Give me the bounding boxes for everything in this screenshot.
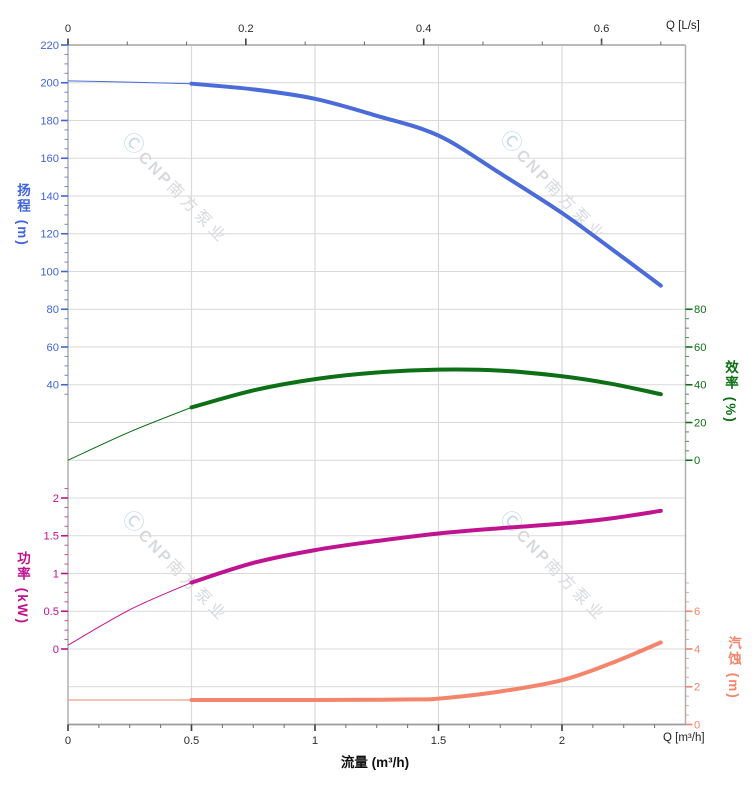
bottom-axis-tick-label: 2	[559, 735, 565, 747]
top-axis-tick-label: 0.4	[416, 23, 432, 35]
power-axis-tick-label: 1.5	[43, 531, 59, 543]
watermark: ⒸCNP南方泵业	[117, 506, 234, 626]
efficiency-curve-extrapolated	[67, 406, 192, 461]
head-axis-tick-label: 180	[40, 115, 59, 127]
curves-layer	[67, 80, 663, 702]
power-axis-tick-label: 1	[53, 568, 59, 580]
npsh-axis-tick-label: 4	[694, 644, 700, 656]
eff-axis-tick-label: 40	[694, 380, 706, 392]
watermark-brand-cn: 南方泵业	[163, 556, 232, 626]
npsh-axis-title: 汽蚀 (m)	[726, 636, 741, 700]
eff-axis-tick-label: 60	[694, 342, 706, 354]
head-axis-tick-label: 220	[40, 40, 59, 52]
bottom-axis-unit-label: Q [m³/h]	[663, 732, 705, 744]
top-axis-unit-label: Q [L/s]	[666, 20, 700, 32]
grid-layer	[68, 45, 686, 725]
top-axis-tick-label: 0.6	[594, 23, 610, 35]
watermark: ⒸCNP南方泵业	[117, 128, 234, 248]
bottom-axis-tick-label: 1	[312, 735, 318, 747]
power-axis-tick-label: 0	[53, 644, 59, 656]
head-axis-tick-label: 40	[47, 380, 59, 392]
watermark-brand-cn: 南方泵业	[541, 176, 610, 246]
head-axis-tick-label: 140	[40, 191, 59, 203]
watermark: ⒸCNP南方泵业	[495, 126, 612, 246]
eff-axis-tick-label: 80	[694, 304, 706, 316]
power-curve	[189, 508, 663, 585]
power-curve-extrapolated	[67, 582, 192, 646]
power-axis-title: 功率 (kW)	[15, 551, 30, 625]
bottom-axis-tick-label: 1.5	[431, 735, 447, 747]
npsh-curve	[189, 640, 663, 702]
watermark-brand-cn: 南方泵业	[163, 178, 232, 248]
power-axis-tick-label: 0.5	[43, 606, 59, 618]
head-axis-tick-label: 160	[40, 153, 59, 165]
head-axis-tick-label: 200	[40, 78, 59, 90]
bottom-axis-tick-label: 0.5	[184, 735, 200, 747]
bottom-axis-title: 流量 (m³/h)	[340, 755, 410, 770]
efficiency-axis-title: 效率 (%)	[723, 360, 738, 424]
top-axis-tick-label: 0.2	[238, 23, 254, 35]
head-curve	[189, 81, 663, 288]
power-axis-tick-label: 2	[53, 493, 59, 505]
axis-ticks-layer: 0 0.2 0.4 0.60 0.5 1 1.5 2220200180160140120100…	[40, 23, 706, 747]
efficiency-curve	[189, 367, 663, 410]
head-axis-title: 扬程 (m)	[15, 183, 30, 247]
head-axis-tick-label: 60	[47, 342, 59, 354]
head-axis-tick-label: 120	[40, 229, 59, 241]
bottom-axis-tick-label: 0	[65, 735, 71, 747]
top-axis-tick-label: 0	[65, 23, 71, 35]
watermark-brand-cn: 南方泵业	[541, 556, 610, 626]
head-axis-tick-label: 80	[47, 304, 59, 316]
eff-axis-tick-label: 0	[694, 455, 700, 467]
npsh-axis-tick-label: 2	[694, 682, 700, 694]
npsh-axis-tick-label: 6	[694, 606, 700, 618]
head-curve-extrapolated	[67, 80, 192, 85]
npsh-axis-tick-label: 0	[694, 719, 700, 731]
eff-axis-tick-label: 20	[694, 417, 706, 429]
head-axis-tick-label: 100	[40, 266, 59, 278]
